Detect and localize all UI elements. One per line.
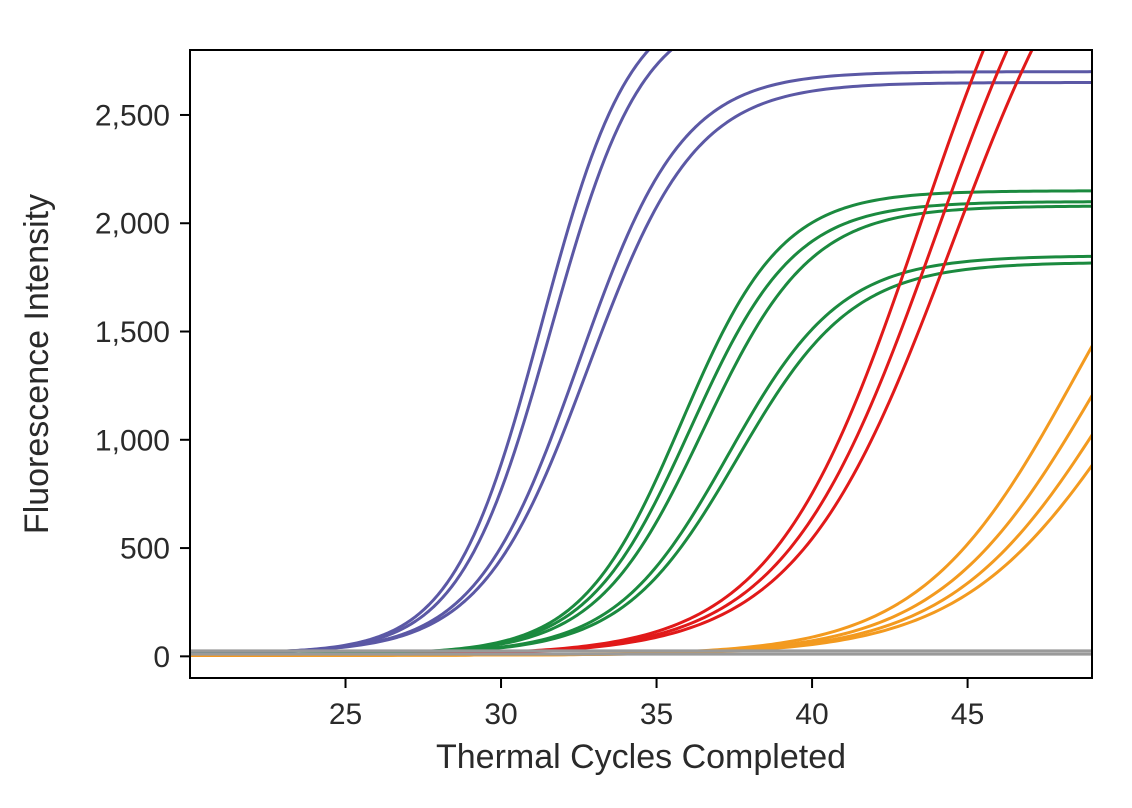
y-axis-label: Fluorescence Intensity [18, 194, 56, 534]
x-tick-label: 45 [951, 698, 984, 731]
y-tick-label: 500 [120, 533, 170, 566]
y-tick-label: 2,000 [95, 208, 170, 241]
x-tick-label: 25 [329, 698, 362, 731]
y-tick-label: 2,500 [95, 99, 170, 132]
amplification-chart: 25 30 35 40 45 0 500 1,000 1,500 2,000 2,500 Therma… [0, 0, 1132, 808]
chart-svg: 25 30 35 40 45 0 500 1,000 1,500 2,000 2,500 Therma… [0, 0, 1132, 808]
x-tick-label: 40 [795, 698, 828, 731]
y-tick-label: 1,500 [95, 316, 170, 349]
y-tick-label: 0 [153, 641, 170, 674]
x-tick-label: 35 [640, 698, 673, 731]
x-axis-label: Thermal Cycles Completed [436, 738, 846, 776]
x-tick-label: 30 [484, 698, 517, 731]
y-tick-label: 1,000 [95, 424, 170, 457]
